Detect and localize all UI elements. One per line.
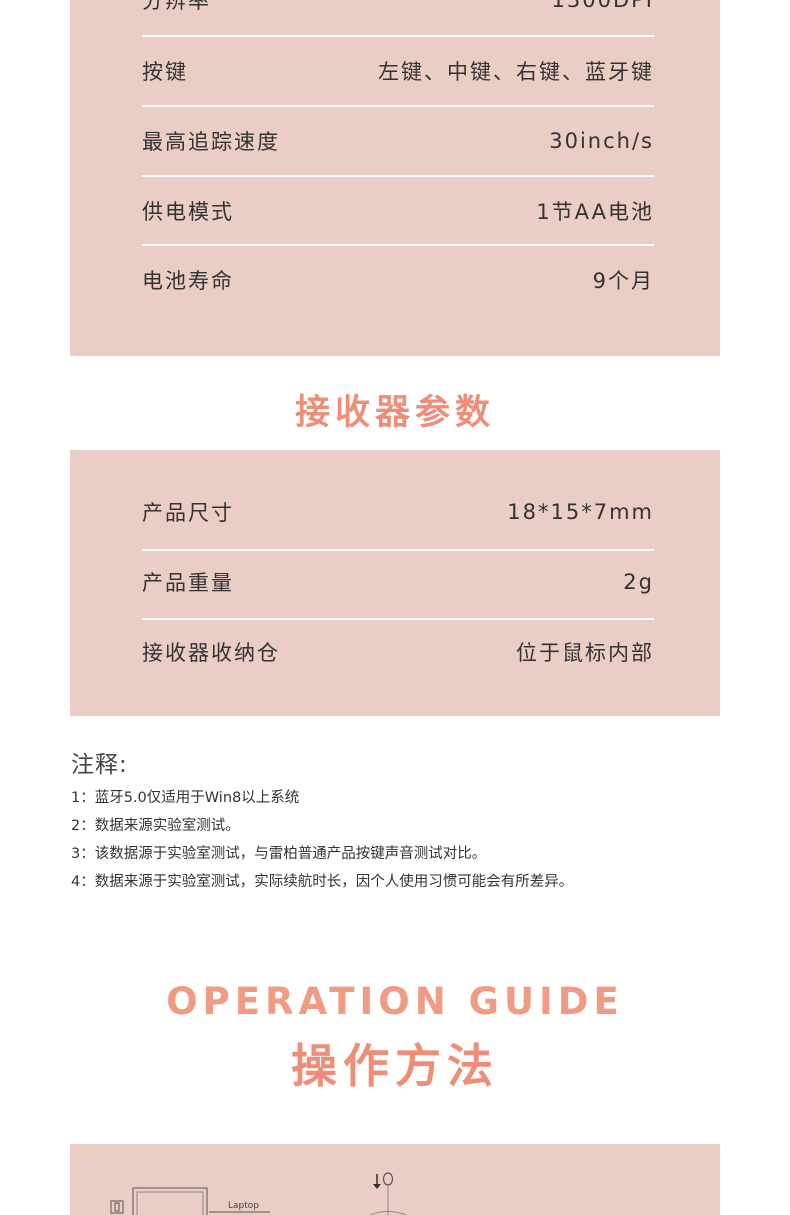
spec-divider — [142, 244, 654, 246]
spec-label: 按键 — [142, 60, 188, 84]
notes-title: 注释: — [71, 752, 128, 778]
operation-guide-title-cn: 操作方法 — [291, 1039, 499, 1093]
spec-value: 位于鼠标内部 — [516, 641, 654, 665]
spec-divider — [142, 549, 654, 551]
spec-value: 2g — [623, 570, 654, 594]
note-item: 1：蓝牙5.0仅适用于Win8以上系统 — [71, 790, 300, 806]
spec-label: 供电模式 — [142, 200, 234, 224]
receiver-section-title: 接收器参数 — [294, 393, 495, 433]
spec-row-resolution: 分辨率 1300DPI — [142, 0, 654, 35]
laptop-receiver-diagram — [110, 1172, 407, 1215]
laptop-icon — [132, 1187, 270, 1215]
spec-divider — [142, 35, 654, 37]
note-item: 3：该数据源于实验室测试，与雷柏普通产品按键声音测试对比。 — [71, 846, 487, 862]
spec-value: 9个月 — [592, 269, 654, 293]
note-item: 2：数据来源实验室测试。 — [71, 818, 240, 834]
spec-row-tracking-speed: 最高追踪速度 30inch/s — [142, 106, 654, 176]
spec-row-storage: 接收器收纳仓 位于鼠标内部 — [142, 617, 654, 687]
scroll-wheel-icon — [369, 1172, 407, 1215]
spec-value: 30inch/s — [549, 129, 654, 153]
spec-row-size: 产品尺寸 18*15*7mm — [142, 477, 654, 547]
spec-row-weight: 产品重量 2g — [142, 547, 654, 617]
spec-row-power-mode: 供电模式 1节AA电池 — [142, 176, 654, 246]
operation-diagram-panel: Laptop — [70, 1144, 720, 1215]
note-item: 4：数据来源于实验室测试，实际续航时长，因个人使用习惯可能会有所差异。 — [71, 874, 574, 890]
spec-label: 产品尺寸 — [142, 501, 234, 525]
operation-guide-title-en: OPERATION GUIDE — [166, 980, 624, 1023]
spec-value: 18*15*7mm — [507, 500, 654, 524]
spec-row-buttons: 按键 左键、中键、右键、蓝牙键 — [142, 36, 654, 106]
spec-label: 分辨率 — [142, 0, 211, 13]
laptop-label: Laptop — [228, 1201, 259, 1211]
spec-row-battery-life: 电池寿命 9个月 — [142, 245, 654, 315]
spec-divider — [142, 105, 654, 107]
spec-label: 电池寿命 — [142, 269, 234, 293]
mouse-specs-panel: 分辨率 1300DPI 按键 左键、中键、右键、蓝牙键 最高追踪速度 30inc… — [70, 0, 720, 356]
usb-receiver-icon — [110, 1200, 124, 1214]
spec-value: 1300DPI — [551, 0, 654, 12]
spec-label: 接收器收纳仓 — [142, 641, 280, 665]
spec-label: 产品重量 — [142, 571, 234, 595]
receiver-specs-panel: 产品尺寸 18*15*7mm 产品重量 2g 接收器收纳仓 位于鼠标内部 — [70, 450, 720, 716]
spec-divider — [142, 175, 654, 177]
spec-value: 1节AA电池 — [536, 200, 654, 224]
spec-divider — [142, 618, 654, 620]
spec-label: 最高追踪速度 — [142, 130, 280, 154]
spec-value: 左键、中键、右键、蓝牙键 — [378, 60, 654, 84]
